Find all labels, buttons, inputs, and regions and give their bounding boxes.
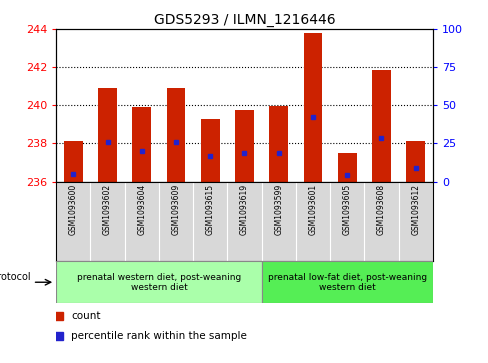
Bar bbox=[269, 106, 287, 182]
Text: protocol: protocol bbox=[0, 272, 31, 282]
Bar bbox=[261, 261, 432, 303]
Text: GSM1093601: GSM1093601 bbox=[308, 184, 317, 235]
Bar bbox=[64, 142, 82, 182]
Text: GSM1093619: GSM1093619 bbox=[240, 184, 248, 235]
Bar bbox=[56, 261, 261, 303]
Bar bbox=[132, 107, 151, 182]
Text: GSM1093615: GSM1093615 bbox=[205, 184, 214, 235]
Text: count: count bbox=[71, 311, 100, 321]
Bar bbox=[201, 119, 219, 182]
Text: GSM1093609: GSM1093609 bbox=[171, 184, 180, 235]
Bar bbox=[98, 88, 117, 182]
Bar bbox=[166, 88, 185, 182]
Text: percentile rank within the sample: percentile rank within the sample bbox=[71, 331, 246, 341]
Text: GSM1093605: GSM1093605 bbox=[342, 184, 351, 235]
Text: GSM1093604: GSM1093604 bbox=[137, 184, 146, 235]
Title: GDS5293 / ILMN_1216446: GDS5293 / ILMN_1216446 bbox=[153, 13, 335, 26]
Text: GSM1093600: GSM1093600 bbox=[69, 184, 78, 235]
Text: GSM1093602: GSM1093602 bbox=[103, 184, 112, 235]
Text: GSM1093612: GSM1093612 bbox=[410, 184, 419, 235]
Text: prenatal western diet, post-weaning
western diet: prenatal western diet, post-weaning west… bbox=[77, 273, 241, 292]
Text: prenatal low-fat diet, post-weaning
western diet: prenatal low-fat diet, post-weaning west… bbox=[267, 273, 426, 292]
Bar bbox=[337, 153, 356, 182]
Bar bbox=[303, 33, 322, 182]
Bar bbox=[235, 110, 253, 182]
Text: GSM1093599: GSM1093599 bbox=[274, 184, 283, 235]
Bar bbox=[371, 70, 390, 182]
Bar bbox=[406, 142, 424, 182]
Text: GSM1093608: GSM1093608 bbox=[376, 184, 385, 235]
